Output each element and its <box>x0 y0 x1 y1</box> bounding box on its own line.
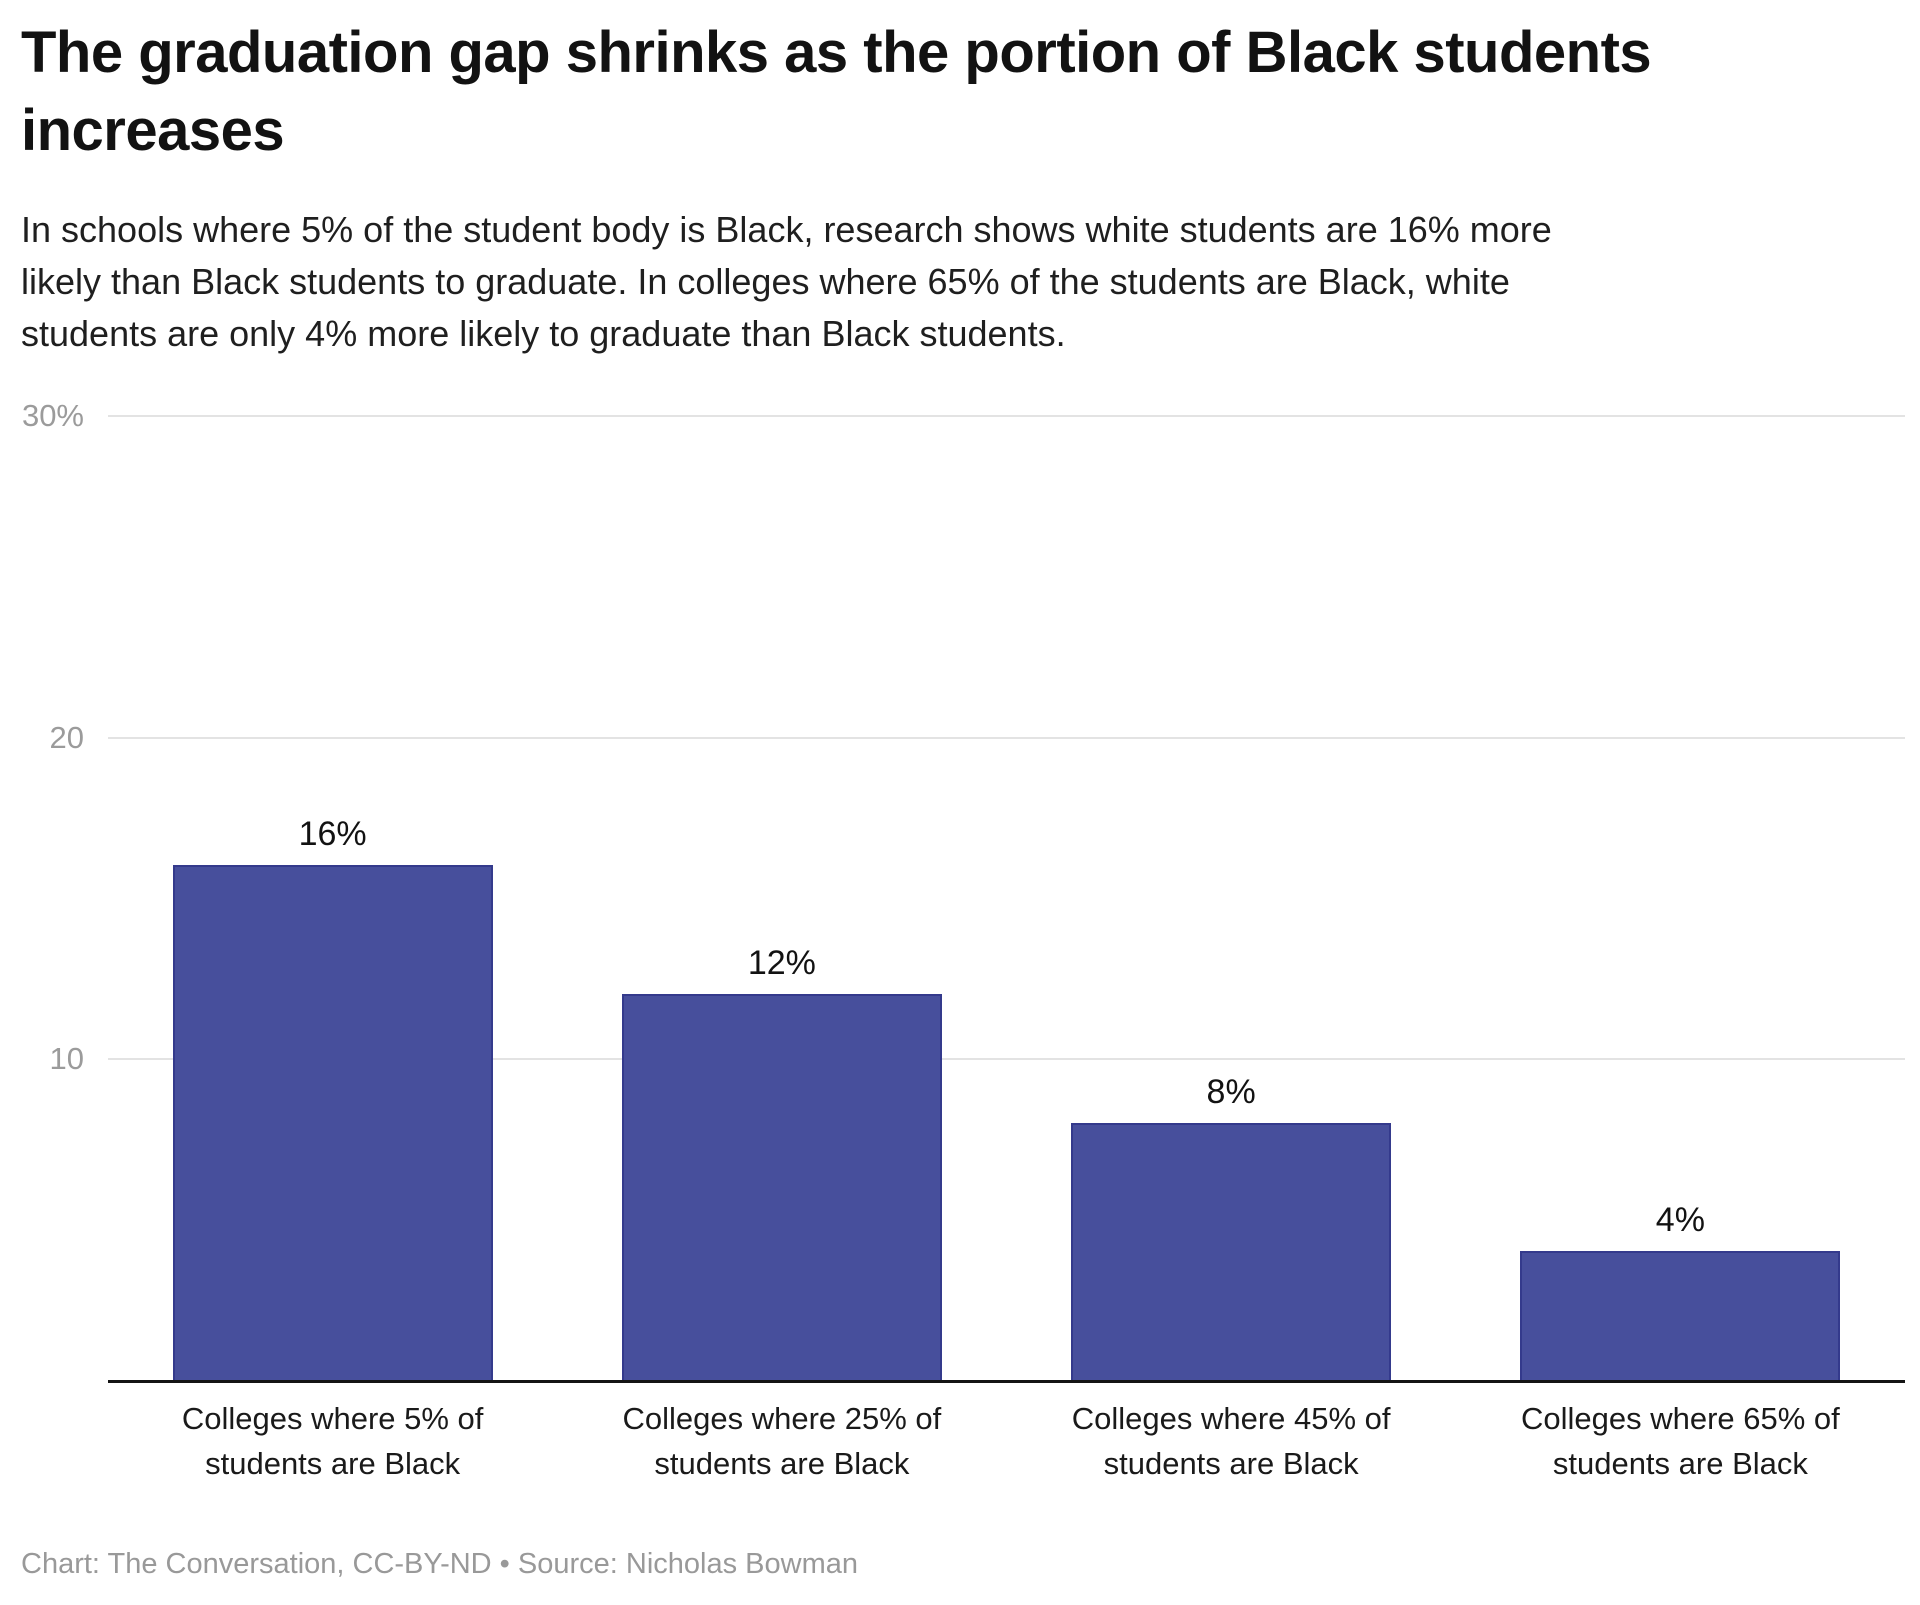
bar-value-label: 12% <box>747 944 816 982</box>
chart-attribution: Chart: The Conversation, CC-BY-ND • Sour… <box>21 1548 858 1580</box>
bar-25pct <box>621 994 942 1380</box>
gridline-10: 10 <box>50 1041 1905 1076</box>
x-axis-labels: Colleges where 5% of students are Black … <box>108 1396 1905 1486</box>
gridline-30: 30% <box>22 398 1905 433</box>
x-axis-label-45pct: Colleges where 45% of students are Black <box>1071 1401 1391 1481</box>
bar-value-label: 16% <box>298 815 367 854</box>
bar-column-45pct: 8% <box>1007 415 1456 1380</box>
y-tick-label-20: 20 <box>49 719 84 755</box>
x-axis-label-25pct: Colleges where 25% of students are Black <box>622 1401 942 1481</box>
bar-column-65pct: 4% <box>1456 415 1905 1380</box>
x-axis-line <box>108 1380 1905 1383</box>
bar-column-25pct: 12% <box>557 415 1006 1380</box>
x-axis-label-5pct: Colleges where 5% of students are Black <box>181 1401 484 1481</box>
y-tick-label-10: 10 <box>49 1041 84 1077</box>
chart-title: The graduation gap shrinks as the portio… <box>21 20 1652 163</box>
bar-65pct <box>1520 1251 1841 1380</box>
bar-45pct <box>1071 1122 1392 1380</box>
bar-column-5pct: 16% <box>108 415 557 1380</box>
x-axis-label-65pct: Colleges where 65% of students are Black <box>1520 1401 1840 1481</box>
y-tick-label-30: 30% <box>21 398 84 433</box>
gridline-20: 20 <box>50 720 1905 755</box>
bar-value-label: 8% <box>1206 1072 1256 1111</box>
bar-value-label: 4% <box>1655 1201 1705 1240</box>
plot-area: 16% 12% 8% 4% <box>108 415 1905 1380</box>
bar-5pct <box>172 865 493 1380</box>
chart-subtitle: In schools where 5% of the student body … <box>21 209 1552 354</box>
